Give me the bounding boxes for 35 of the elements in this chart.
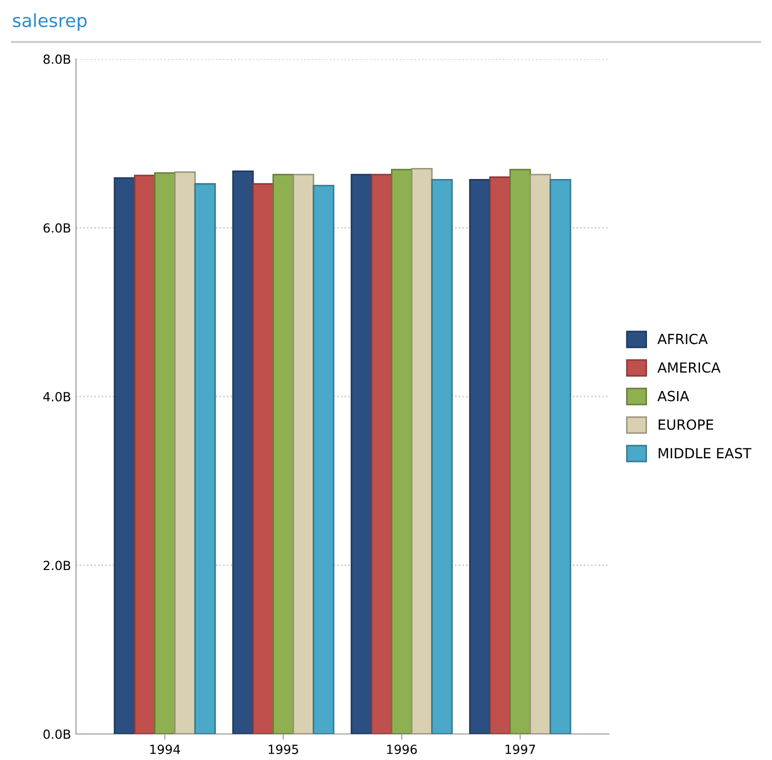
bar (174, 171, 196, 734)
bar (154, 172, 176, 734)
bar (312, 184, 334, 734)
bar (232, 170, 254, 734)
legend-label: ASIA (657, 390, 690, 402)
bar (530, 174, 552, 734)
chart-title: salesrep (12, 13, 87, 31)
bar (390, 168, 412, 734)
bar (292, 174, 314, 734)
bar (431, 178, 453, 734)
bar (252, 183, 274, 734)
bar (489, 176, 511, 734)
y-tick-label: 6.0B (44, 223, 70, 233)
bar (194, 183, 216, 734)
x-tick-label: 1994 (150, 744, 180, 754)
legend-label: AMERICA (657, 362, 720, 373)
bar (370, 174, 392, 734)
y-tick-label: 4.0B (43, 392, 70, 402)
x-tick-label: 1995 (268, 744, 298, 754)
bar (550, 178, 572, 734)
legend-label: AFRICA (657, 334, 708, 344)
bar (272, 174, 294, 734)
y-tick-label: 0.0B (44, 729, 70, 739)
y-tick-label: 8.0B (44, 54, 70, 64)
bar (509, 168, 531, 734)
legend-label: MIDDLE EAST (658, 448, 752, 458)
bar (134, 174, 156, 734)
bar (469, 178, 491, 734)
bar (114, 177, 136, 734)
bar (350, 174, 372, 734)
x-tick-label: 1997 (506, 744, 536, 754)
x-tick-label: 1996 (387, 744, 417, 754)
legend-label: EUROPE (658, 419, 714, 430)
y-tick-label: 2.0B (44, 560, 70, 570)
bar (411, 168, 433, 734)
